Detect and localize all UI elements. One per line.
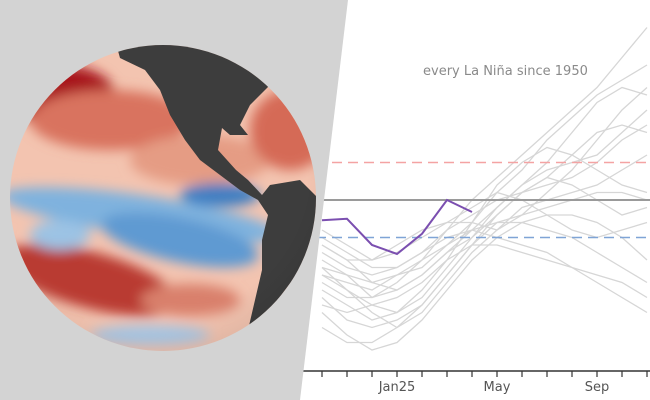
x-axis-tick-labels: Jan25 May Sep bbox=[378, 380, 610, 395]
past-series-line-5 bbox=[321, 214, 648, 351]
current-la-nina-line bbox=[321, 198, 473, 256]
past-series-line-14 bbox=[321, 86, 648, 291]
x-axis-ticks bbox=[321, 371, 648, 377]
past-series-line-9 bbox=[321, 124, 648, 344]
chart-title: every La Niña since 1950 bbox=[423, 64, 588, 79]
past-series-line-11 bbox=[321, 146, 648, 321]
past-series-line-1 bbox=[321, 109, 648, 314]
past-series-line-15 bbox=[321, 154, 648, 329]
past-series-line-6 bbox=[321, 229, 648, 314]
past-series-line-12 bbox=[321, 87, 648, 261]
reference-lines bbox=[300, 161, 650, 239]
past-series-line-4 bbox=[321, 124, 648, 269]
past-la-nina-lines bbox=[321, 27, 648, 351]
x-tick-label: May bbox=[484, 380, 511, 395]
x-tick-label: Sep bbox=[585, 380, 610, 395]
x-tick-label: Jan25 bbox=[378, 380, 416, 395]
past-series-line-7 bbox=[321, 27, 648, 299]
past-series-line-13 bbox=[321, 244, 648, 314]
